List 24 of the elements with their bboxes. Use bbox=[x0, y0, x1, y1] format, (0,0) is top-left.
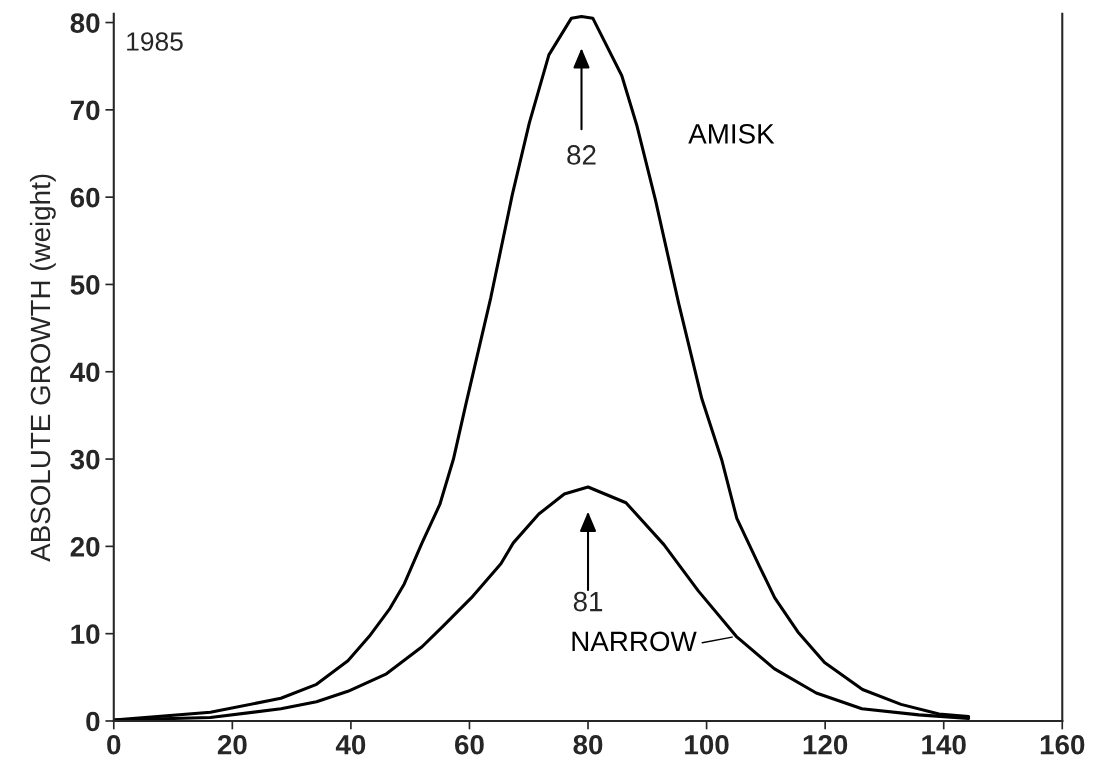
x-tick-label: 20 bbox=[217, 734, 247, 755]
x-tick-label: 40 bbox=[335, 734, 366, 755]
y-tick-label: 40 bbox=[70, 362, 100, 383]
y-tick-label: 60 bbox=[70, 187, 100, 208]
x-tick-label: 160 bbox=[1040, 734, 1085, 755]
x-tick-label: 140 bbox=[922, 734, 966, 755]
y-tick-label: 80 bbox=[70, 13, 100, 33]
y-tick-label: 30 bbox=[70, 449, 100, 470]
x-tick-label: 0 bbox=[107, 734, 121, 755]
x-tick-label: 120 bbox=[803, 734, 848, 755]
x-tick-label: 60 bbox=[455, 734, 484, 755]
annotation: 81 bbox=[573, 591, 603, 612]
y-tick-label: 20 bbox=[70, 537, 100, 557]
series-label: AMISK bbox=[688, 123, 775, 144]
x-tick-label: 100 bbox=[685, 734, 729, 755]
annotation: 82 bbox=[567, 145, 596, 165]
x-tick-label: 80 bbox=[573, 734, 603, 755]
annotation: 1985 bbox=[127, 32, 183, 51]
y-axis-title: ABSOLUTE GROWTH (weight) bbox=[29, 174, 56, 562]
legend-label: NARROW bbox=[572, 631, 697, 652]
y-tick-label: 0 bbox=[86, 711, 100, 732]
y-tick-label: 50 bbox=[70, 275, 100, 295]
y-tick-label: 70 bbox=[70, 100, 100, 121]
y-tick-label: 10 bbox=[71, 624, 100, 645]
